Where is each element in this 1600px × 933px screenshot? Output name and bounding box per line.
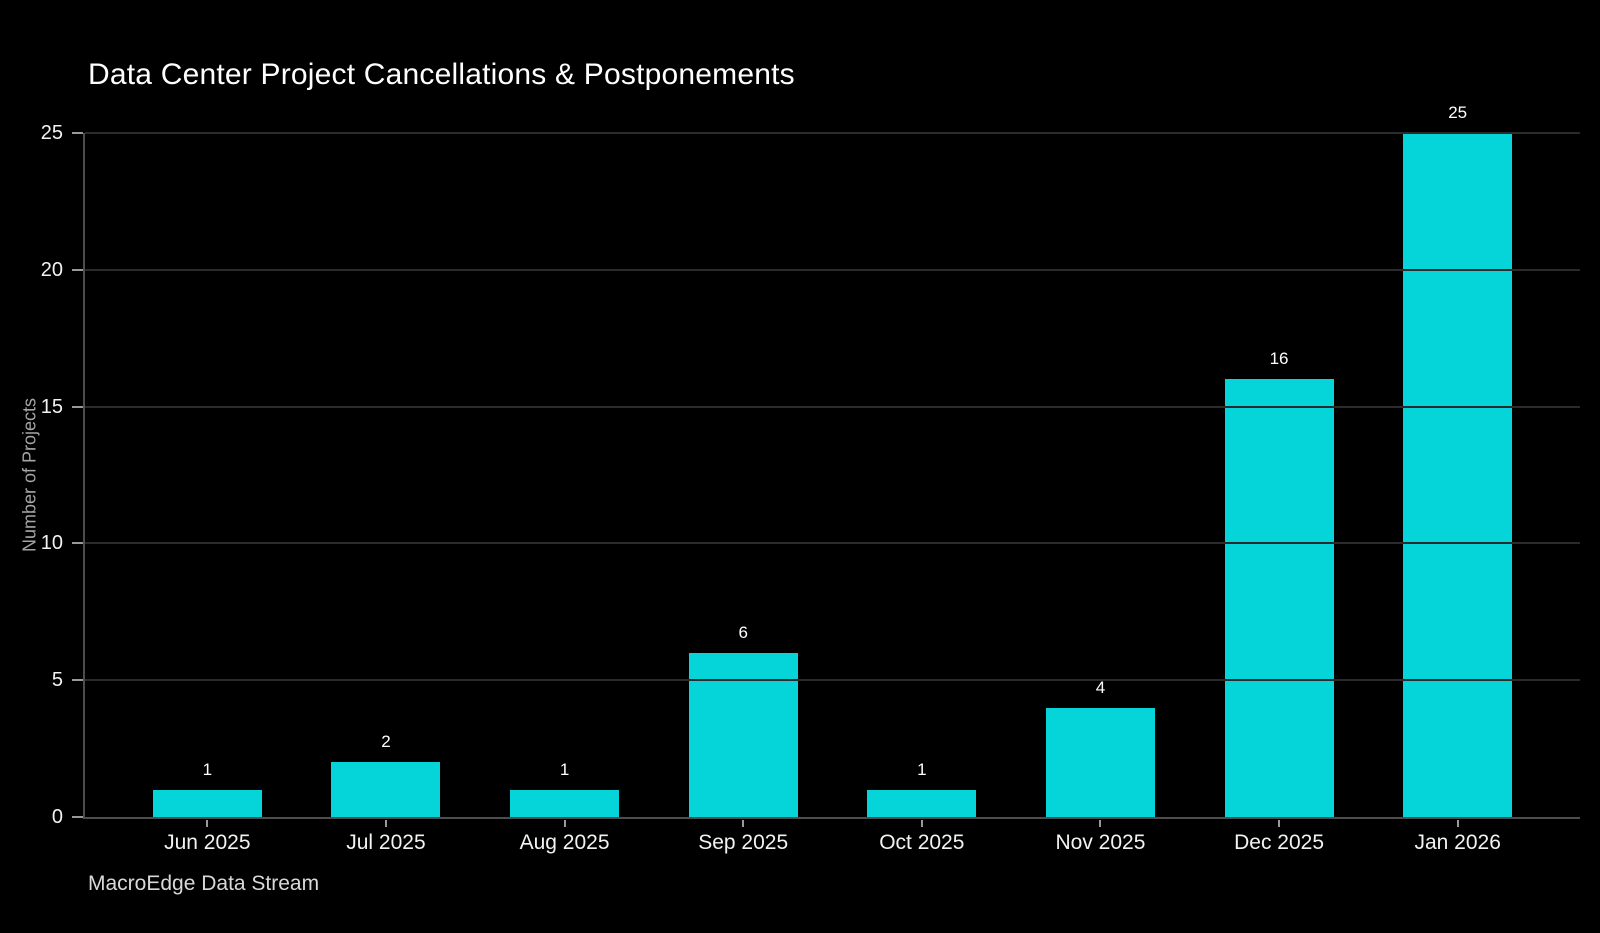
plot-area: 0 5 10 15 20 25 1 2 1 6 1 4 16 25 Jun 2025 Jul 2025 Au… [41, 103, 1580, 854]
x-tick-label-aug-2025: Aug 2025 [519, 831, 610, 854]
y-tick-label-25: 25 [40, 122, 63, 144]
x-tick-mark-dec-2025 [1278, 820, 1281, 827]
y-tick-mark-0 [72, 816, 83, 818]
bar-group-jan-2026: 25 [1368, 103, 1547, 817]
bar-dec-2025 [1224, 379, 1334, 817]
source-caption: MacroEdge Data Stream [88, 872, 320, 895]
x-tick-label-nov-2025: Nov 2025 [1055, 831, 1146, 854]
gridline-25 [85, 132, 1580, 134]
bar-value-label-nov-2025: 4 [1095, 677, 1106, 697]
x-tick-mark-oct-2025 [920, 820, 923, 827]
x-tick-mark-aug-2025 [563, 820, 566, 827]
x-axis-line [83, 817, 1580, 819]
bar-group-sep-2025: 6 [654, 133, 833, 817]
bar-aug-2025 [510, 789, 620, 817]
x-tick-label-oct-2025: Oct 2025 [879, 831, 965, 854]
x-tick-label-dec-2025: Dec 2025 [1234, 831, 1325, 854]
y-tick-mark-15 [72, 405, 83, 408]
y-tick-label-5: 5 [51, 669, 63, 692]
bar-group-jul-2025: 2 [297, 133, 476, 817]
bar-value-label-jul-2025: 2 [381, 732, 391, 752]
bars-row: 1 2 1 6 1 4 16 25 [85, 103, 1580, 817]
bar-oct-2025 [867, 789, 977, 817]
bar-value-label-jan-2026: 25 [1448, 103, 1468, 122]
bar-sep-2025 [688, 652, 798, 817]
x-tick-mark-sep-2025 [742, 820, 745, 827]
gridline-20 [85, 268, 1580, 271]
bar-value-label-dec-2025: 16 [1269, 349, 1289, 369]
y-axis-title: Number of Projects [19, 397, 40, 553]
y-tick-mark-5 [72, 679, 83, 682]
bar-jun-2025 [152, 789, 262, 817]
bar-group-nov-2025: 4 [1011, 133, 1190, 817]
bar-jul-2025 [331, 762, 441, 817]
y-tick-label-20: 20 [40, 258, 63, 281]
bar-group-oct-2025: 1 [833, 133, 1012, 817]
bar-jan-2026 [1403, 133, 1513, 817]
y-tick-label-0: 0 [51, 806, 63, 828]
y-tick-mark-20 [72, 268, 83, 271]
y-axis-line [83, 133, 85, 817]
x-tick-mark-jun-2025 [206, 820, 209, 827]
chart-title: Data Center Project Cancellations & Post… [88, 58, 795, 91]
x-tick-mark-jan-2026 [1456, 820, 1459, 827]
bar-group-aug-2025: 1 [475, 133, 654, 817]
y-tick-label-15: 15 [40, 395, 63, 418]
y-tick-mark-25 [72, 132, 83, 134]
x-tick-mark-nov-2025 [1099, 820, 1102, 827]
gridline-15 [85, 405, 1580, 408]
x-tick-label-sep-2025: Sep 2025 [698, 831, 789, 854]
bar-value-label-sep-2025: 6 [738, 622, 748, 642]
bar-group-jun-2025: 1 [118, 133, 297, 817]
x-tick-label-jan-2026: Jan 2026 [1414, 831, 1501, 854]
x-tick-label-jun-2025: Jun 2025 [164, 831, 251, 854]
x-tick-mark-jul-2025 [384, 820, 387, 827]
bar-value-label-aug-2025: 1 [559, 759, 570, 779]
bar-group-dec-2025: 16 [1190, 133, 1369, 817]
x-tick-label-jul-2025: Jul 2025 [346, 831, 426, 854]
gridline-10 [85, 542, 1580, 545]
y-tick-mark-10 [72, 542, 83, 545]
bar-value-label-jun-2025: 1 [202, 759, 213, 779]
gridline-5 [85, 679, 1580, 682]
bar-value-label-oct-2025: 1 [917, 759, 927, 779]
y-tick-label-10: 10 [40, 532, 63, 555]
bar-nov-2025 [1045, 707, 1155, 817]
